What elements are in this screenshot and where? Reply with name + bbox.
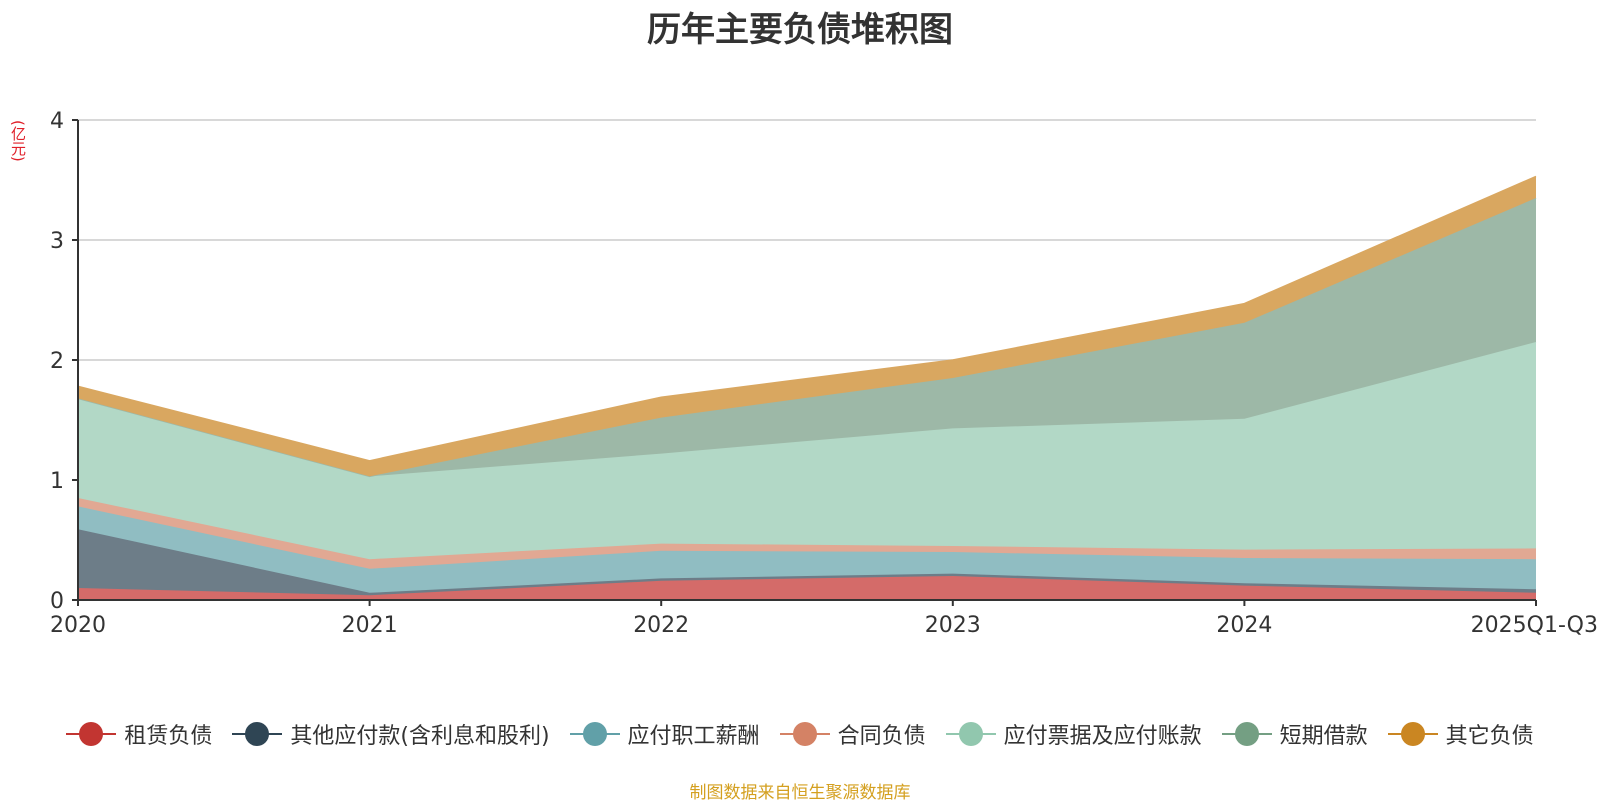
series-line <box>77 505 1537 570</box>
chart-svg: 0 1 2 3 4 2020 2021 2022 2023 2024 2025Q1-Q3 <box>50 109 1598 638</box>
legend-label: 其它负债 <box>1445 724 1534 749</box>
legend-marker-icon <box>779 721 830 747</box>
x-tick-label: 2024 <box>1216 613 1272 638</box>
legend-marker-icon <box>569 721 620 747</box>
y-tick-label: 0 <box>50 589 64 614</box>
y-axis-unit-label: (亿元) <box>9 120 27 162</box>
y-tick-label: 4 <box>50 109 64 134</box>
stacked-areas <box>77 175 1537 600</box>
legend-item[interactable]: 应付职工薪酬 <box>569 718 760 750</box>
legend-label: 合同负债 <box>837 724 926 749</box>
area-series <box>78 498 1536 569</box>
area-series <box>78 342 1536 560</box>
legend-label: 应付职工薪酬 <box>627 724 760 749</box>
legend-item[interactable]: 应付票据及应付账款 <box>945 718 1202 750</box>
area-series <box>78 576 1536 600</box>
legend-label: 短期借款 <box>1279 724 1368 749</box>
y-tick-label: 3 <box>50 229 64 254</box>
legend-item[interactable]: 短期借款 <box>1221 718 1368 750</box>
y-tick-label: 2 <box>50 349 64 374</box>
data-source-note: 制图数据来自恒生聚源数据库 <box>689 783 911 803</box>
legend-label: 租赁负债 <box>124 724 213 749</box>
legend-marker-icon <box>1387 721 1438 747</box>
x-tick-label: 2025Q1-Q3 <box>1471 613 1598 638</box>
legend-marker-icon <box>1221 721 1272 747</box>
x-tick-label: 2020 <box>50 613 106 638</box>
x-tick-label: 2022 <box>633 613 689 638</box>
x-tick-label: 2023 <box>925 613 981 638</box>
legend-label: 其他应付款(含利息和股利) <box>290 724 550 749</box>
chart-title: 历年主要负债堆积图 <box>647 10 953 50</box>
legend-marker-icon <box>66 721 117 747</box>
legend-item[interactable]: 其他应付款(含利息和股利) <box>232 718 550 750</box>
legend-label: 应付票据及应付账款 <box>1003 724 1202 749</box>
x-tick-label: 2021 <box>342 613 398 638</box>
legend: 租赁负债 其他应付款(含利息和股利) 应付职工薪酬 合同负债 应付票据及应付账款 短期借款… <box>0 718 1600 750</box>
area-series <box>78 529 1536 596</box>
area-series <box>78 198 1536 477</box>
area-series <box>78 506 1536 593</box>
y-tick-label: 1 <box>50 469 64 494</box>
legend-marker-icon <box>945 721 996 747</box>
legend-item[interactable]: 合同负债 <box>779 718 926 750</box>
legend-item[interactable]: 其它负债 <box>1387 718 1534 750</box>
series-line <box>77 175 1537 462</box>
legend-item[interactable]: 租赁负债 <box>66 718 212 750</box>
axes: 0 1 2 3 4 2020 2021 2022 2023 2024 2025Q1-Q3 <box>50 109 1598 638</box>
legend-marker-icon <box>232 721 283 747</box>
